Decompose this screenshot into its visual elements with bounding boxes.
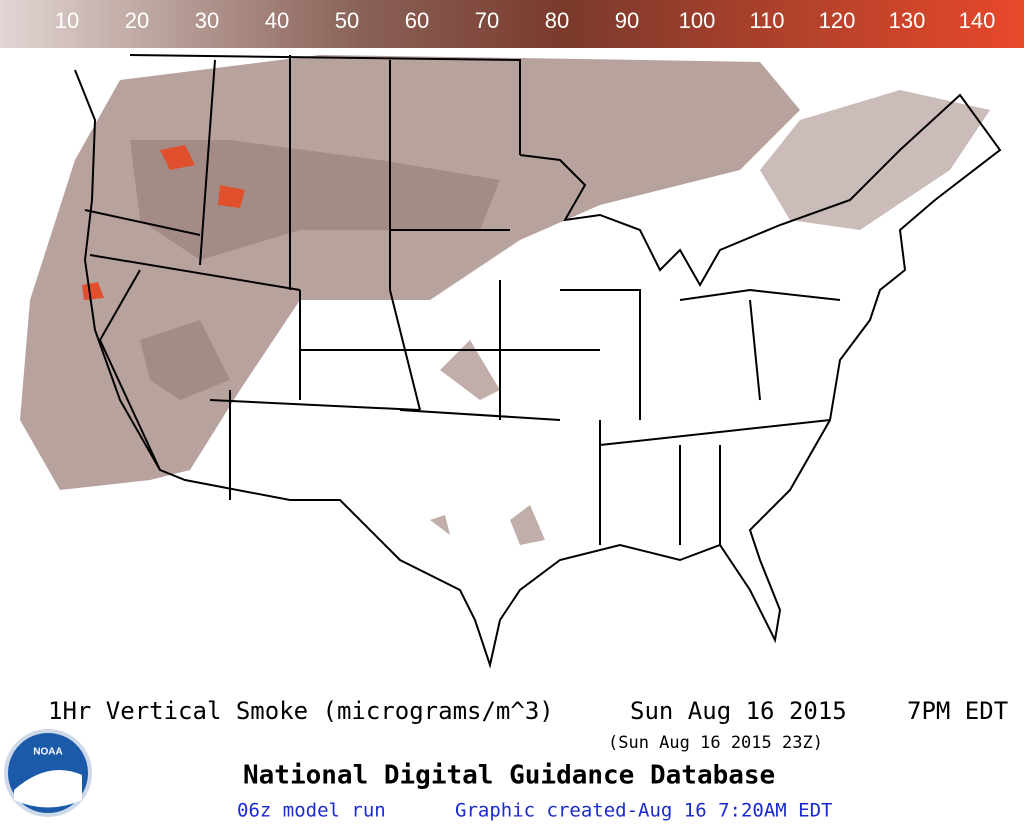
model-run: 06z model run <box>237 800 386 822</box>
legend-label: 60 <box>405 8 429 33</box>
legend-label: 130 <box>889 8 926 33</box>
database-title: National Digital Guidance Database <box>243 761 775 791</box>
valid-time: 7PM EDT <box>907 697 1008 725</box>
legend-label: 110 <box>749 8 784 33</box>
legend-label: 30 <box>195 8 219 33</box>
legend-label: 10 <box>55 8 79 33</box>
legend-label: 80 <box>545 8 569 33</box>
color-bar <box>0 0 1024 48</box>
boundaries <box>74 54 1002 669</box>
legend-label: 20 <box>125 8 149 33</box>
noaa-logo: NOAA <box>4 729 92 817</box>
legend-label: 140 <box>959 8 996 33</box>
smoke-layer <box>20 55 990 545</box>
legend-label: 100 <box>679 8 716 33</box>
valid-date: Sun Aug 16 2015 <box>630 697 847 725</box>
legend-label: 120 <box>819 8 856 33</box>
logo-text: NOAA <box>33 747 62 758</box>
legend-label: 40 <box>265 8 289 33</box>
created-time: Graphic created-Aug 16 7:20AM EDT <box>455 800 833 822</box>
legend-label: 90 <box>615 8 639 33</box>
legend-label: 70 <box>475 8 499 33</box>
product-title: 1Hr Vertical Smoke (micrograms/m^3) <box>48 697 554 725</box>
utc-time: (Sun Aug 16 2015 23Z) <box>608 733 823 753</box>
legend-labels: 10 20 30 40 50 60 70 80 90 100 110 120 130 140 <box>55 8 996 33</box>
legend-label: 50 <box>335 8 359 33</box>
